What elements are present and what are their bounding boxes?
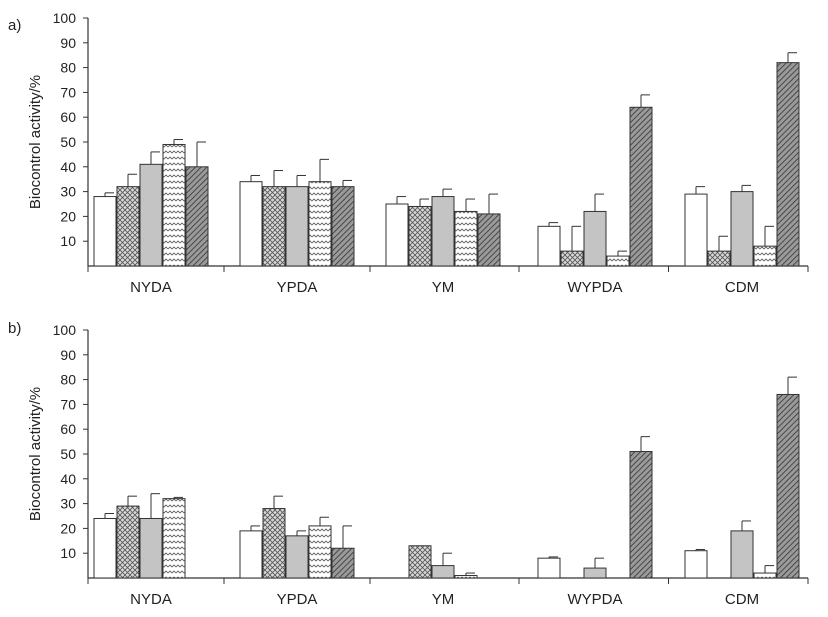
- bar-crosshatch: [560, 250, 584, 267]
- x-category-label: WYPDA: [567, 591, 622, 608]
- bar-grey: [139, 163, 163, 267]
- bar-wavy: [753, 245, 777, 267]
- bar-grey: [431, 196, 455, 267]
- x-category-label: WYPDA: [567, 279, 622, 296]
- bar-grey: [730, 191, 754, 267]
- y-tick-label: 30: [60, 184, 76, 200]
- x-category-label: YM: [432, 279, 455, 296]
- bar-blank: [385, 203, 409, 267]
- bar-blank: [239, 530, 263, 579]
- bar-wavy: [753, 572, 777, 579]
- x-category-label: YPDA: [277, 591, 318, 608]
- y-tick-label: 60: [60, 109, 76, 125]
- bar-crosshatch: [262, 508, 286, 579]
- bar-diagonal: [477, 213, 501, 267]
- y-tick-label: 80: [60, 60, 76, 76]
- y-tick-label: 40: [60, 159, 76, 175]
- bar-crosshatch: [116, 186, 140, 267]
- y-tick-label: 10: [60, 545, 76, 561]
- bar-blank: [93, 196, 117, 267]
- y-tick-label: 50: [60, 134, 76, 150]
- bar-blank: [684, 550, 708, 579]
- bar-diagonal: [776, 62, 800, 267]
- bar-wavy: [308, 181, 332, 267]
- bar-crosshatch: [116, 505, 140, 579]
- y-tick-label: 20: [60, 208, 76, 224]
- x-category-label: NYDA: [130, 279, 172, 296]
- y-tick-label: 90: [60, 347, 76, 363]
- y-tick-label: 80: [60, 372, 76, 388]
- y-tick-label: 60: [60, 421, 76, 437]
- bar-blank: [239, 181, 263, 267]
- bar-grey: [583, 567, 607, 579]
- y-tick-label: 50: [60, 446, 76, 462]
- x-category-label: NYDA: [130, 591, 172, 608]
- bar-wavy: [308, 525, 332, 579]
- bar-diagonal: [629, 451, 653, 579]
- x-category-label: CDM: [725, 279, 759, 296]
- y-tick-label: 10: [60, 233, 76, 249]
- bar-grey: [285, 535, 309, 579]
- bar-crosshatch: [408, 545, 432, 579]
- panel-label: b): [8, 320, 21, 337]
- bar-diagonal: [185, 166, 209, 267]
- bar-wavy: [606, 255, 630, 267]
- bar-crosshatch: [707, 250, 731, 267]
- bar-grey: [583, 210, 607, 267]
- y-tick-label: 100: [53, 322, 77, 338]
- bar-diagonal: [776, 393, 800, 579]
- bar-wavy: [162, 143, 186, 267]
- panel-label: a): [8, 17, 21, 34]
- bar-blank: [537, 225, 561, 267]
- bar-grey: [285, 186, 309, 267]
- bar-grey: [730, 530, 754, 579]
- bar-wavy: [454, 575, 478, 579]
- bar-grey: [431, 565, 455, 579]
- chart-panel-a: a) Biocontrol activity/% 10 20 30 40 50 60 70 80 9…: [8, 10, 809, 296]
- y-tick-label: 30: [60, 496, 76, 512]
- bar-grey: [139, 517, 163, 579]
- bar-wavy: [162, 498, 186, 579]
- bar-blank: [684, 193, 708, 267]
- y-tick-label: 70: [60, 396, 76, 412]
- y-tick-label: 40: [60, 471, 76, 487]
- y-tick-label: 90: [60, 35, 76, 51]
- bar-diagonal: [331, 547, 355, 579]
- y-axis-title: Biocontrol activity/%: [27, 387, 44, 521]
- y-axis-title: Biocontrol activity/%: [27, 75, 44, 209]
- bar-crosshatch: [408, 205, 432, 267]
- y-tick-label: 20: [60, 520, 76, 536]
- bar-diagonal: [629, 106, 653, 267]
- x-category-label: YPDA: [277, 279, 318, 296]
- bar-crosshatch: [262, 186, 286, 267]
- y-tick-label: 100: [53, 10, 77, 26]
- x-category-label: CDM: [725, 591, 759, 608]
- bar-blank: [93, 517, 117, 579]
- bar-diagonal: [331, 186, 355, 267]
- y-tick-label: 70: [60, 84, 76, 100]
- bar-wavy: [454, 210, 478, 267]
- bar-blank: [537, 557, 561, 579]
- x-category-label: YM: [432, 591, 455, 608]
- chart-panel-b: b) Biocontrol activity/% 10 20 30 40 50 60 70 80 9…: [8, 320, 809, 608]
